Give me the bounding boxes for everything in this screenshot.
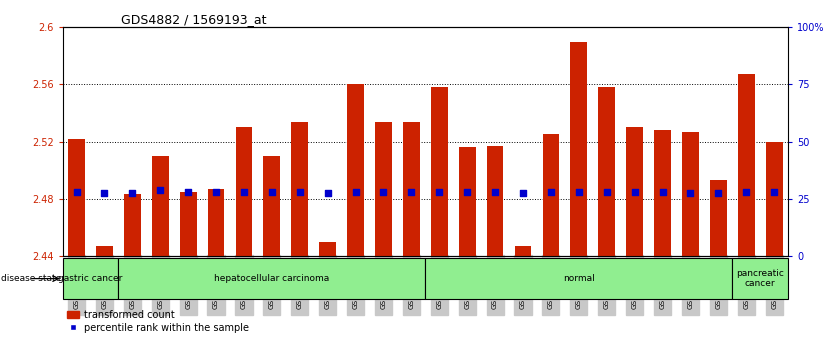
Point [70, 189, 83, 195]
Bar [403, 122, 420, 256]
Point [182, 189, 195, 195]
Bar [710, 180, 726, 256]
Point [628, 189, 641, 195]
Point [600, 189, 614, 195]
Bar [63, 258, 118, 299]
Text: gastric cancer: gastric cancer [58, 274, 123, 283]
Point [656, 189, 669, 195]
Point [321, 190, 334, 196]
Point [265, 189, 279, 195]
Point [153, 187, 167, 193]
Point [209, 189, 223, 195]
Bar [124, 195, 141, 256]
Bar [766, 142, 782, 256]
Bar [431, 87, 448, 256]
Point [433, 189, 446, 195]
Bar [682, 131, 699, 256]
Bar [68, 139, 85, 256]
Bar [654, 130, 671, 256]
Bar [96, 246, 113, 256]
Point [293, 189, 306, 195]
Bar [425, 258, 732, 299]
Text: hepatocellular carcinoma: hepatocellular carcinoma [214, 274, 329, 283]
Bar [459, 147, 475, 256]
Point [98, 190, 111, 196]
Legend: transformed count, percentile rank within the sample: transformed count, percentile rank withi… [68, 310, 249, 333]
Point [545, 189, 558, 195]
Point [572, 189, 585, 195]
Bar [347, 84, 364, 256]
Bar [118, 258, 425, 299]
Text: disease state: disease state [1, 274, 61, 283]
Point [349, 189, 362, 195]
Text: GDS4882 / 1569193_at: GDS4882 / 1569193_at [121, 13, 266, 26]
Bar [515, 246, 531, 256]
Bar [264, 156, 280, 256]
Bar [626, 127, 643, 256]
Bar [598, 87, 615, 256]
Point [377, 189, 390, 195]
Point [237, 189, 250, 195]
Bar [487, 146, 504, 256]
Point [684, 190, 697, 196]
Bar [319, 242, 336, 256]
Text: normal: normal [563, 274, 595, 283]
Point [404, 189, 418, 195]
Bar [543, 134, 560, 256]
Bar [291, 122, 308, 256]
Point [489, 189, 502, 195]
Bar [152, 156, 168, 256]
Point [460, 189, 474, 195]
Point [740, 189, 753, 195]
Bar [235, 127, 253, 256]
Point [711, 190, 725, 196]
Bar [738, 74, 755, 256]
Bar [375, 122, 392, 256]
Bar [180, 192, 197, 256]
Bar [732, 258, 788, 299]
Point [767, 189, 781, 195]
Bar [570, 41, 587, 256]
Point [516, 190, 530, 196]
Bar [208, 189, 224, 256]
Point [126, 190, 139, 196]
Text: pancreatic
cancer: pancreatic cancer [736, 269, 784, 288]
